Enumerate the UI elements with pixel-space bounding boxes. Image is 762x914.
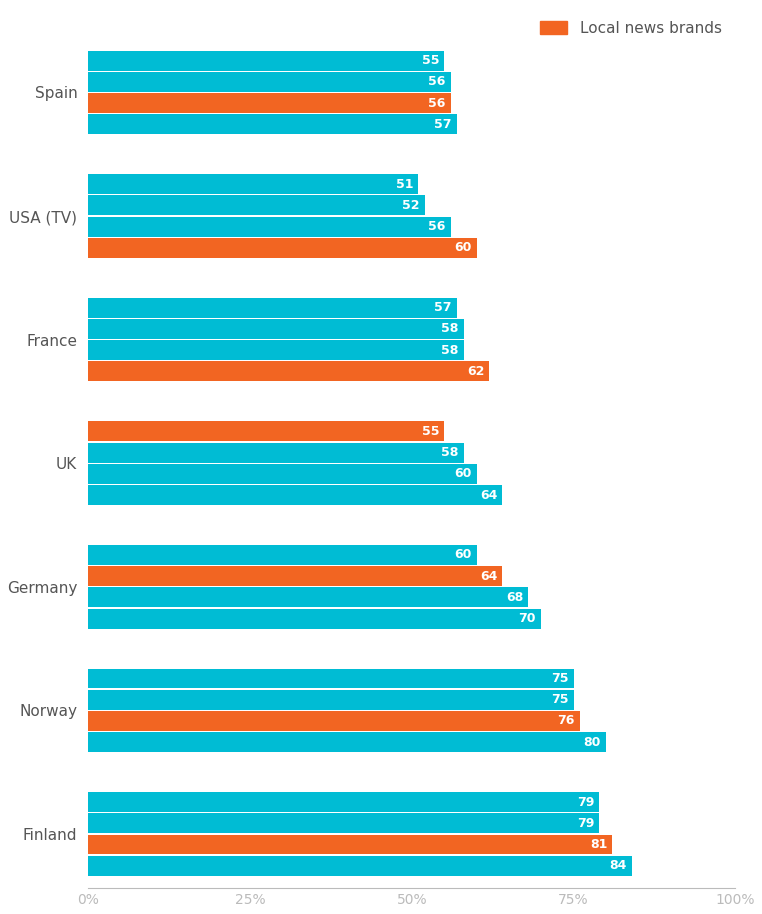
Text: 58: 58	[441, 446, 459, 459]
Legend: Local news brands: Local news brands	[533, 15, 728, 42]
Text: 80: 80	[584, 736, 600, 749]
Text: 56: 56	[428, 75, 446, 89]
Text: 75: 75	[551, 672, 568, 685]
Bar	[88, 668, 574, 688]
Bar	[88, 217, 450, 237]
Text: 79: 79	[577, 795, 594, 809]
Bar	[88, 175, 418, 194]
Text: 79: 79	[577, 817, 594, 830]
Bar	[88, 421, 444, 441]
Bar	[88, 340, 463, 360]
Text: 64: 64	[480, 488, 498, 502]
Bar	[88, 545, 476, 565]
Text: 57: 57	[434, 302, 452, 314]
Bar	[88, 463, 476, 484]
Text: 52: 52	[402, 199, 420, 212]
Bar	[88, 609, 541, 629]
Text: 60: 60	[454, 241, 472, 254]
Text: 56: 56	[428, 97, 446, 110]
Bar	[88, 732, 606, 752]
Text: 58: 58	[441, 344, 459, 356]
Text: 84: 84	[610, 859, 626, 872]
Text: 55: 55	[421, 54, 439, 67]
Bar	[88, 813, 600, 834]
Bar	[88, 566, 502, 586]
Bar	[88, 93, 450, 113]
Bar	[88, 588, 528, 607]
Bar	[88, 834, 613, 855]
Bar	[88, 196, 424, 216]
Bar	[88, 319, 463, 339]
Bar	[88, 442, 463, 462]
Text: 64: 64	[480, 569, 498, 582]
Bar	[88, 792, 600, 812]
Bar	[88, 711, 580, 731]
Text: 76: 76	[558, 715, 575, 728]
Text: 60: 60	[454, 548, 472, 561]
Bar	[88, 50, 444, 70]
Text: 62: 62	[467, 365, 485, 377]
Text: 55: 55	[421, 425, 439, 438]
Text: 60: 60	[454, 467, 472, 480]
Bar	[88, 72, 450, 91]
Text: 58: 58	[441, 323, 459, 335]
Text: 56: 56	[428, 220, 446, 233]
Bar	[88, 690, 574, 709]
Bar	[88, 114, 457, 134]
Bar	[88, 361, 489, 381]
Text: 68: 68	[506, 590, 523, 604]
Bar	[88, 856, 632, 876]
Bar	[88, 238, 476, 258]
Text: 51: 51	[395, 177, 413, 191]
Text: 70: 70	[519, 612, 536, 625]
Text: 75: 75	[551, 693, 568, 707]
Bar	[88, 298, 457, 318]
Text: 81: 81	[590, 838, 607, 851]
Bar	[88, 485, 502, 505]
Text: 57: 57	[434, 118, 452, 131]
